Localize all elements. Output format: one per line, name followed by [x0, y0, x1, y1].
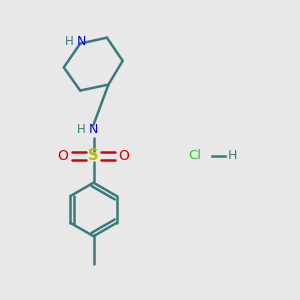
Text: Cl: Cl: [189, 149, 202, 162]
Text: S: S: [88, 148, 99, 164]
Text: O: O: [119, 149, 130, 163]
Text: H: H: [228, 149, 237, 162]
Text: O: O: [58, 149, 68, 163]
Text: H: H: [65, 35, 74, 48]
Text: N: N: [77, 35, 86, 48]
Text: H: H: [77, 123, 85, 136]
Text: N: N: [89, 123, 98, 136]
